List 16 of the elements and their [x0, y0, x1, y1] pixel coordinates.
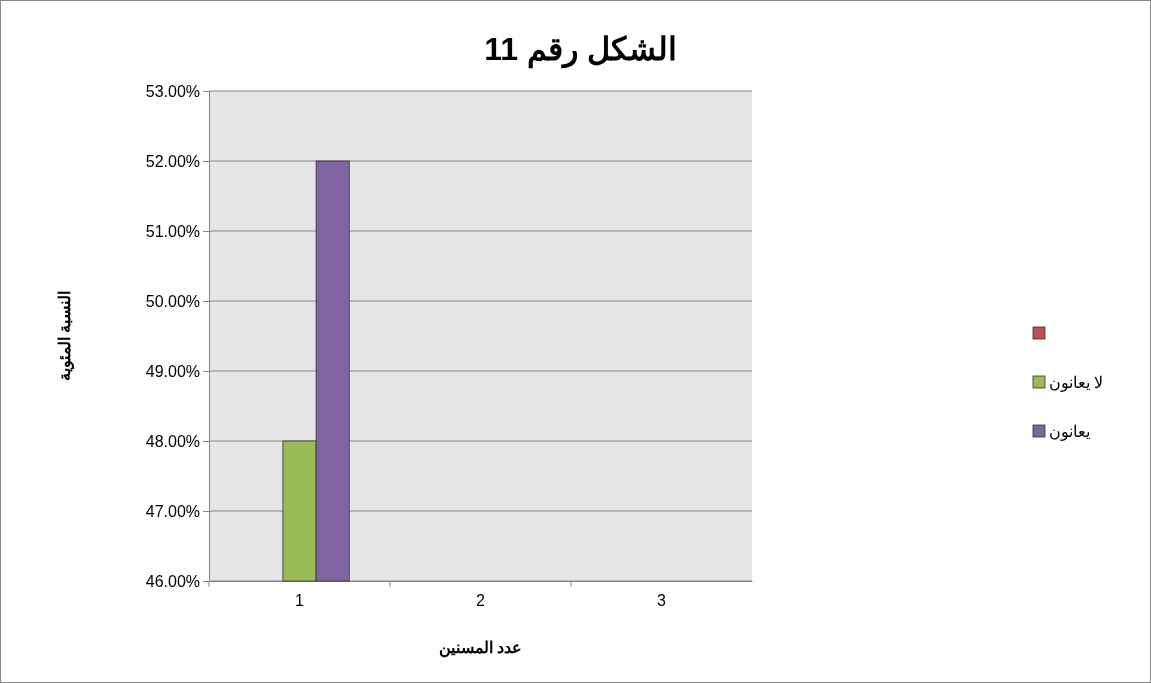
legend-label: لا يعانون — [1049, 374, 1104, 392]
y-tick-label: 47.00% — [145, 502, 200, 520]
y-tick-label: 51.00% — [145, 222, 200, 240]
y-tick-label: 53.00% — [145, 82, 200, 100]
y-tick-label: 50.00% — [145, 292, 200, 310]
x-tick-label: 3 — [657, 592, 667, 610]
y-tick-label: 52.00% — [145, 152, 200, 170]
x-tick-label: 1 — [295, 592, 305, 610]
x-axis-title: عدد المسنين — [438, 639, 523, 658]
legend-label: يعانون — [1049, 423, 1090, 441]
y-axis-title: النسبة المئوية — [56, 290, 75, 382]
y-tick-label: 49.00% — [145, 362, 200, 380]
chart-title: الشكل رقم 11 — [484, 31, 677, 69]
y-tick-label: 48.00% — [145, 432, 200, 450]
x-tick-label: 2 — [476, 592, 486, 610]
y-tick-label: 46.00% — [145, 572, 200, 590]
